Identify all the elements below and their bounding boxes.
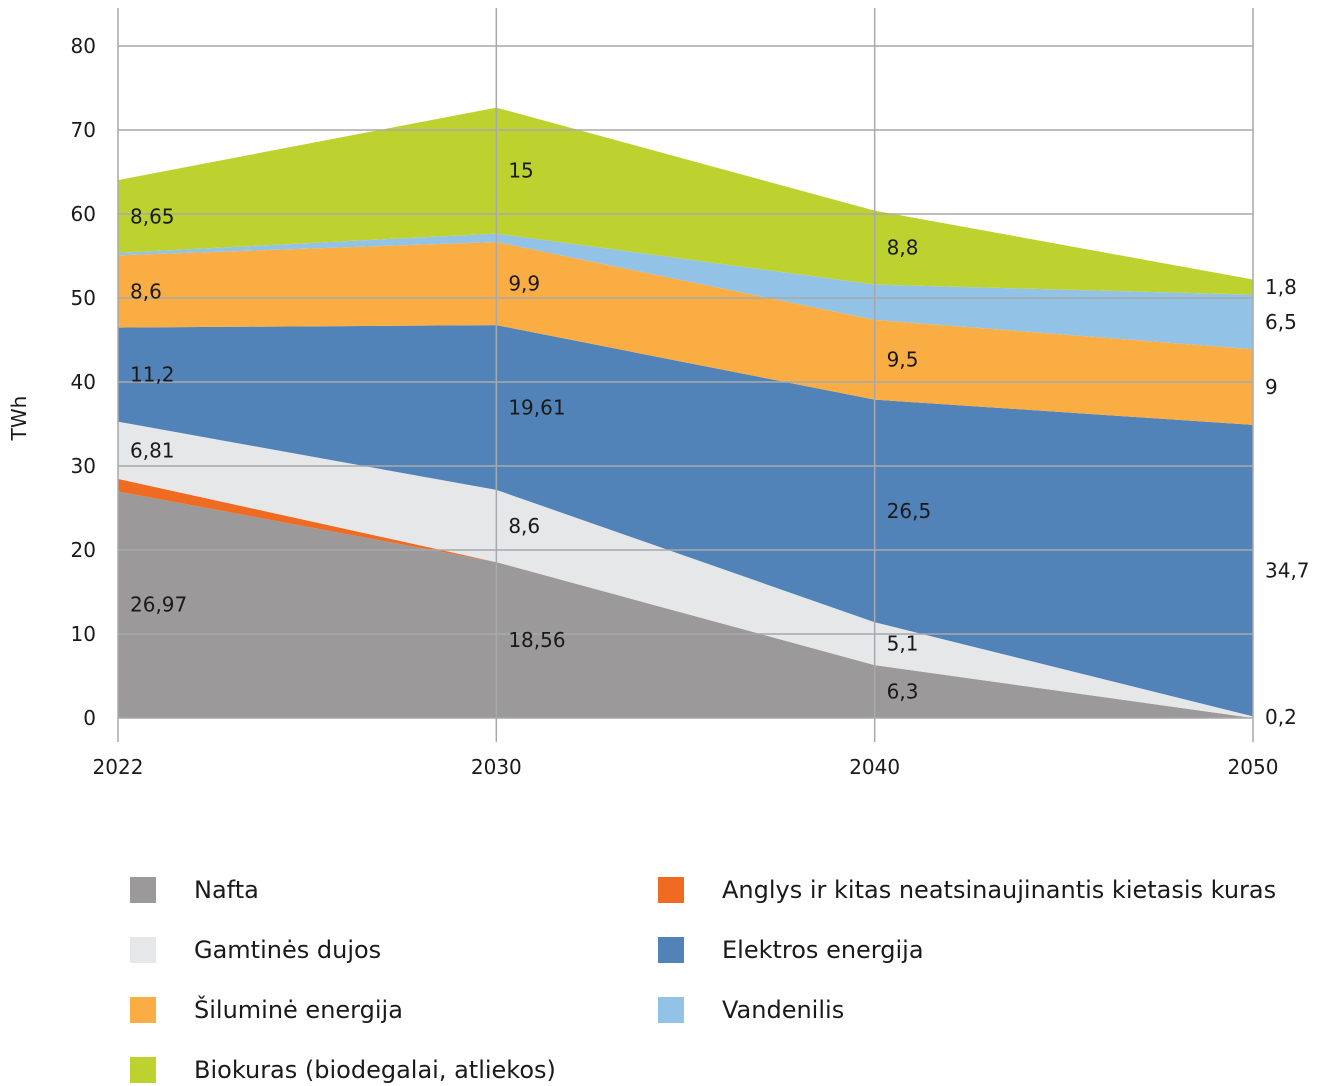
area-series-5	[118, 233, 1253, 350]
data-label: 9,9	[508, 272, 540, 296]
data-label: 8,8	[887, 236, 919, 260]
legend-swatch	[130, 937, 156, 963]
data-label: 19,61	[508, 395, 565, 419]
data-label: 5,1	[887, 632, 919, 656]
x-tick-label: 2050	[1228, 755, 1279, 779]
legend-item: Nafta	[130, 875, 259, 905]
area-series-3	[118, 325, 1253, 717]
legend-item: Anglys ir kitas neatsinaujinantis kietas…	[658, 875, 1276, 905]
data-label: 9,5	[887, 348, 919, 372]
legend-item: Šiluminė energija	[130, 995, 403, 1025]
area-layers	[118, 107, 1253, 718]
legend-item: Biokuras (biodegalai, atliekos)	[130, 1055, 556, 1085]
area-series-2	[118, 421, 1253, 718]
y-tick-label: 40	[71, 370, 96, 394]
data-label: 1,8	[1265, 275, 1297, 299]
y-tick-label: 30	[71, 454, 96, 478]
legend-swatch	[658, 997, 684, 1023]
x-tick-label: 2040	[849, 755, 900, 779]
data-label: 6,3	[887, 680, 919, 704]
legend-swatch	[658, 937, 684, 963]
data-label: 18,56	[508, 628, 565, 652]
gridlines	[117, 8, 1254, 742]
legend-label: Vandenilis	[722, 996, 845, 1024]
y-tick-label: 10	[71, 622, 96, 646]
data-label: 26,5	[887, 499, 932, 523]
data-label: 0,2	[1265, 705, 1297, 729]
legend-item: Elektros energija	[658, 935, 924, 965]
legend-label: Elektros energija	[722, 936, 924, 964]
y-tick-label: 60	[71, 202, 96, 226]
y-tick-label: 20	[71, 538, 96, 562]
data-label: 6,5	[1265, 310, 1297, 334]
legend-label: Anglys ir kitas neatsinaujinantis kietas…	[722, 876, 1277, 904]
y-tick-label: 0	[83, 706, 96, 730]
legend-swatch	[130, 1057, 156, 1083]
legend-swatch	[130, 997, 156, 1023]
data-label: 26,97	[130, 593, 187, 617]
legend-label: Biokuras (biodegalai, atliekos)	[194, 1056, 556, 1084]
area-series-4	[118, 241, 1253, 425]
data-label: 34,7	[1265, 559, 1310, 583]
y-axis-ticks: 0 10 20 30 40 50 60 70 80	[71, 34, 96, 730]
area-series-0	[118, 491, 1253, 718]
legend-label: Nafta	[194, 876, 259, 904]
data-label: 9	[1265, 375, 1278, 399]
data-label: 11,2	[130, 363, 175, 387]
data-label: 6,81	[130, 438, 175, 462]
data-label: 8,65	[130, 204, 175, 228]
x-axis-ticks: 2022 2030 2040 2050	[93, 755, 1279, 779]
x-tick-label: 2030	[471, 755, 522, 779]
x-tick-label: 2022	[93, 755, 144, 779]
legend-swatch	[658, 877, 684, 903]
data-labels: 26,97 18,56 6,3 6,81 8,6 5,1 0,2 11,2 19,61 26,5 3…	[130, 159, 1310, 730]
data-label: 15	[508, 159, 533, 183]
y-tick-label: 70	[71, 118, 96, 142]
y-tick-label: 80	[71, 34, 96, 58]
area-series-6	[118, 107, 1253, 295]
legend-item: Vandenilis	[658, 995, 844, 1025]
legend-label: Šiluminė energija	[194, 996, 403, 1024]
legend-item: Gamtinės dujos	[130, 935, 381, 965]
legend-label: Gamtinės dujos	[194, 936, 382, 964]
data-label: 8,6	[508, 514, 540, 538]
y-tick-label: 50	[71, 286, 96, 310]
legend-swatch	[130, 877, 156, 903]
data-label: 8,6	[130, 279, 162, 303]
y-axis-label: TWh	[7, 396, 31, 442]
